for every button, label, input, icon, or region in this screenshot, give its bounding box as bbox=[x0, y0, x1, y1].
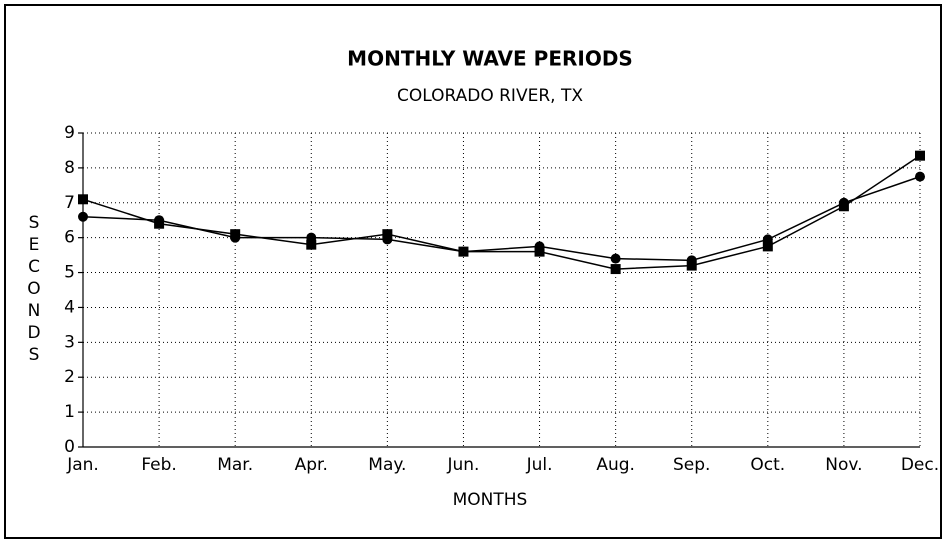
x-tick-label: Dec. bbox=[901, 455, 939, 475]
series-line bbox=[82, 175, 921, 262]
circle-marker bbox=[915, 171, 925, 182]
y-tick-label: 0 bbox=[64, 437, 75, 457]
square-marker bbox=[686, 260, 697, 271]
square-marker bbox=[915, 150, 925, 161]
x-tick-label: Jan. bbox=[66, 455, 99, 475]
x-tick-label: Apr. bbox=[295, 455, 328, 475]
circle-marker bbox=[610, 253, 621, 264]
y-tick-label: 6 bbox=[64, 228, 75, 248]
y-tick-label: 1 bbox=[64, 402, 75, 422]
x-tick-label: May. bbox=[368, 455, 406, 475]
y-tick-label: 2 bbox=[64, 367, 75, 387]
y-tick-label: 7 bbox=[64, 193, 75, 213]
square-marker bbox=[534, 246, 545, 257]
y-tick-label: 9 bbox=[64, 123, 75, 143]
x-tick-label: Jul. bbox=[526, 455, 553, 475]
chart-title: MONTHLY WAVE PERIODS bbox=[347, 47, 633, 71]
circle-marker bbox=[78, 211, 88, 222]
square-marker bbox=[610, 264, 621, 275]
x-tick-label: Nov. bbox=[825, 455, 862, 475]
x-tick-label: Mar. bbox=[217, 455, 253, 475]
frame bbox=[4, 4, 942, 539]
square-marker bbox=[838, 201, 849, 212]
square-marker bbox=[382, 229, 393, 240]
y-tick-label: 5 bbox=[64, 263, 75, 283]
y-tick-label: 8 bbox=[64, 158, 75, 178]
chart-subtitle: COLORADO RIVER, TX bbox=[397, 86, 583, 106]
y-axis-label: SECONDS bbox=[24, 213, 44, 367]
x-tick-label: Oct. bbox=[750, 455, 785, 475]
square-marker bbox=[154, 218, 165, 229]
x-tick-label: Aug. bbox=[596, 455, 635, 475]
series-line bbox=[82, 155, 921, 270]
x-axis-label: MONTHS bbox=[453, 490, 528, 510]
x-tick-label: Jun. bbox=[446, 455, 479, 475]
square-marker bbox=[762, 241, 773, 252]
square-marker bbox=[78, 194, 88, 205]
square-marker bbox=[306, 239, 317, 250]
y-tick-label: 3 bbox=[64, 332, 75, 352]
x-tick-label: Feb. bbox=[141, 455, 177, 475]
x-tick-label: Sep. bbox=[673, 455, 710, 475]
y-tick-label: 4 bbox=[64, 297, 75, 317]
square-marker bbox=[458, 246, 469, 257]
square-marker bbox=[230, 229, 241, 240]
